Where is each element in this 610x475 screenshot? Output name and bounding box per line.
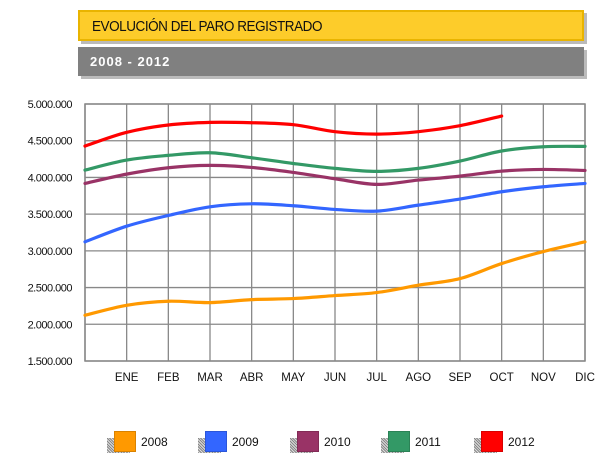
x-tick-label: SEP (448, 372, 471, 384)
y-tick-label: 3.500.000 (28, 209, 73, 221)
y-tick-label: 2.500.000 (28, 283, 73, 295)
plot-border (84, 103, 586, 362)
legend-swatch (388, 431, 410, 452)
y-tick-label: 5.000.000 (28, 99, 73, 111)
legend-label: 2008 (141, 435, 168, 449)
x-tick-label: OCT (490, 372, 514, 384)
legend: 2008 2009 2010 2011 2012 (0, 431, 610, 461)
series-line-2010 (83, 163, 587, 187)
chart-subtitle: 2008 - 2012 (90, 54, 171, 69)
legend-swatch (481, 431, 503, 452)
legend-label: 2011 (415, 435, 441, 449)
x-tick-label: MAR (197, 372, 223, 384)
x-tick-label: JUL (366, 372, 387, 384)
chart-title-bar: EVOLUCIÓN DEL PARO REGISTRADO (78, 10, 584, 41)
legend-label: 2010 (324, 435, 351, 449)
legend-label: 2009 (232, 435, 259, 449)
series-line-2008 (83, 240, 587, 317)
chart-title: EVOLUCIÓN DEL PARO REGISTRADO (92, 18, 323, 35)
x-tick-label: NOV (531, 372, 556, 384)
y-tick-label: 4.500.000 (28, 136, 73, 148)
x-tick-label: ENE (115, 372, 139, 384)
chart-subtitle-bar: 2008 - 2012 (78, 47, 584, 76)
x-tick-label: JUN (324, 372, 346, 384)
series-line-2011 (83, 144, 587, 174)
x-tick-label: DIC (575, 372, 595, 384)
x-tick-label: FEB (157, 372, 180, 384)
y-tick-label: 4.000.000 (28, 172, 73, 184)
y-tick-label: 2.000.000 (28, 319, 73, 331)
line-chart: 1.500.000 2.000.000 2.500.000 3.000.000 3.50… (28, 99, 595, 384)
legend-label: 2012 (508, 435, 535, 449)
y-tick-label: 3.000.000 (28, 246, 73, 258)
x-tick-label: MAY (281, 372, 305, 384)
y-tick-label: 1.500.000 (28, 356, 73, 368)
x-tick-label: ABR (240, 372, 264, 384)
legend-swatch (297, 431, 319, 452)
series-line-2009 (83, 181, 587, 244)
legend-swatch (114, 431, 136, 452)
legend-swatch (205, 431, 227, 452)
series-line-2012 (83, 114, 504, 148)
x-tick-label: AGO (406, 372, 432, 384)
